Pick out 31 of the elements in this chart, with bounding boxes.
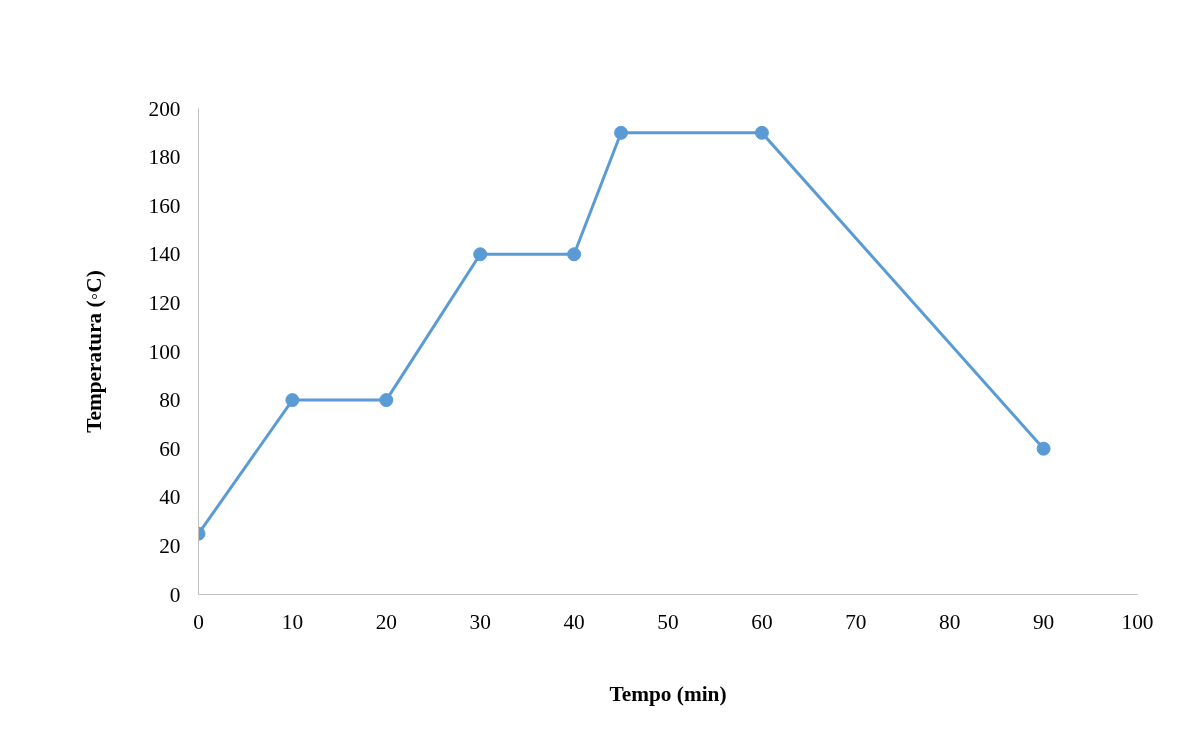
y-tick-label: 60 xyxy=(159,436,181,461)
point xyxy=(1036,441,1051,456)
x-tick-label: 60 xyxy=(751,609,773,634)
x-tick-label: 50 xyxy=(657,609,679,634)
x-tick-label: 30 xyxy=(469,609,491,634)
y-tick-label: 140 xyxy=(148,242,181,267)
y-axis-title: Temperatura (◦C) xyxy=(81,270,106,433)
x-tick-label: 70 xyxy=(845,609,867,634)
x-tick-label: 40 xyxy=(563,609,585,634)
y-tick-label: 200 xyxy=(148,96,181,121)
x-tick-label: 90 xyxy=(1032,609,1055,634)
point xyxy=(473,247,488,262)
point xyxy=(285,393,300,408)
point xyxy=(379,393,394,408)
y-tick-label: 180 xyxy=(148,145,181,170)
point xyxy=(567,247,582,262)
x-tick-label: 10 xyxy=(281,609,304,634)
x-tick-label: 20 xyxy=(375,609,397,634)
y-tick-label: 40 xyxy=(159,485,181,510)
y-tick-label: 120 xyxy=(148,290,181,315)
x-tick-label: 0 xyxy=(193,609,204,634)
x-tick-label: 80 xyxy=(939,609,961,634)
y-tick-label: 20 xyxy=(159,533,181,558)
x-tick-label: 100 xyxy=(1121,609,1154,634)
y-tick-label: 160 xyxy=(148,193,181,218)
y-tick-label: 80 xyxy=(159,388,181,413)
y-tick-label: 0 xyxy=(169,582,181,607)
point xyxy=(754,125,769,140)
x-axis-title: Tempo (min) xyxy=(609,681,727,706)
point xyxy=(614,125,629,140)
y-tick-label: 100 xyxy=(148,339,181,364)
